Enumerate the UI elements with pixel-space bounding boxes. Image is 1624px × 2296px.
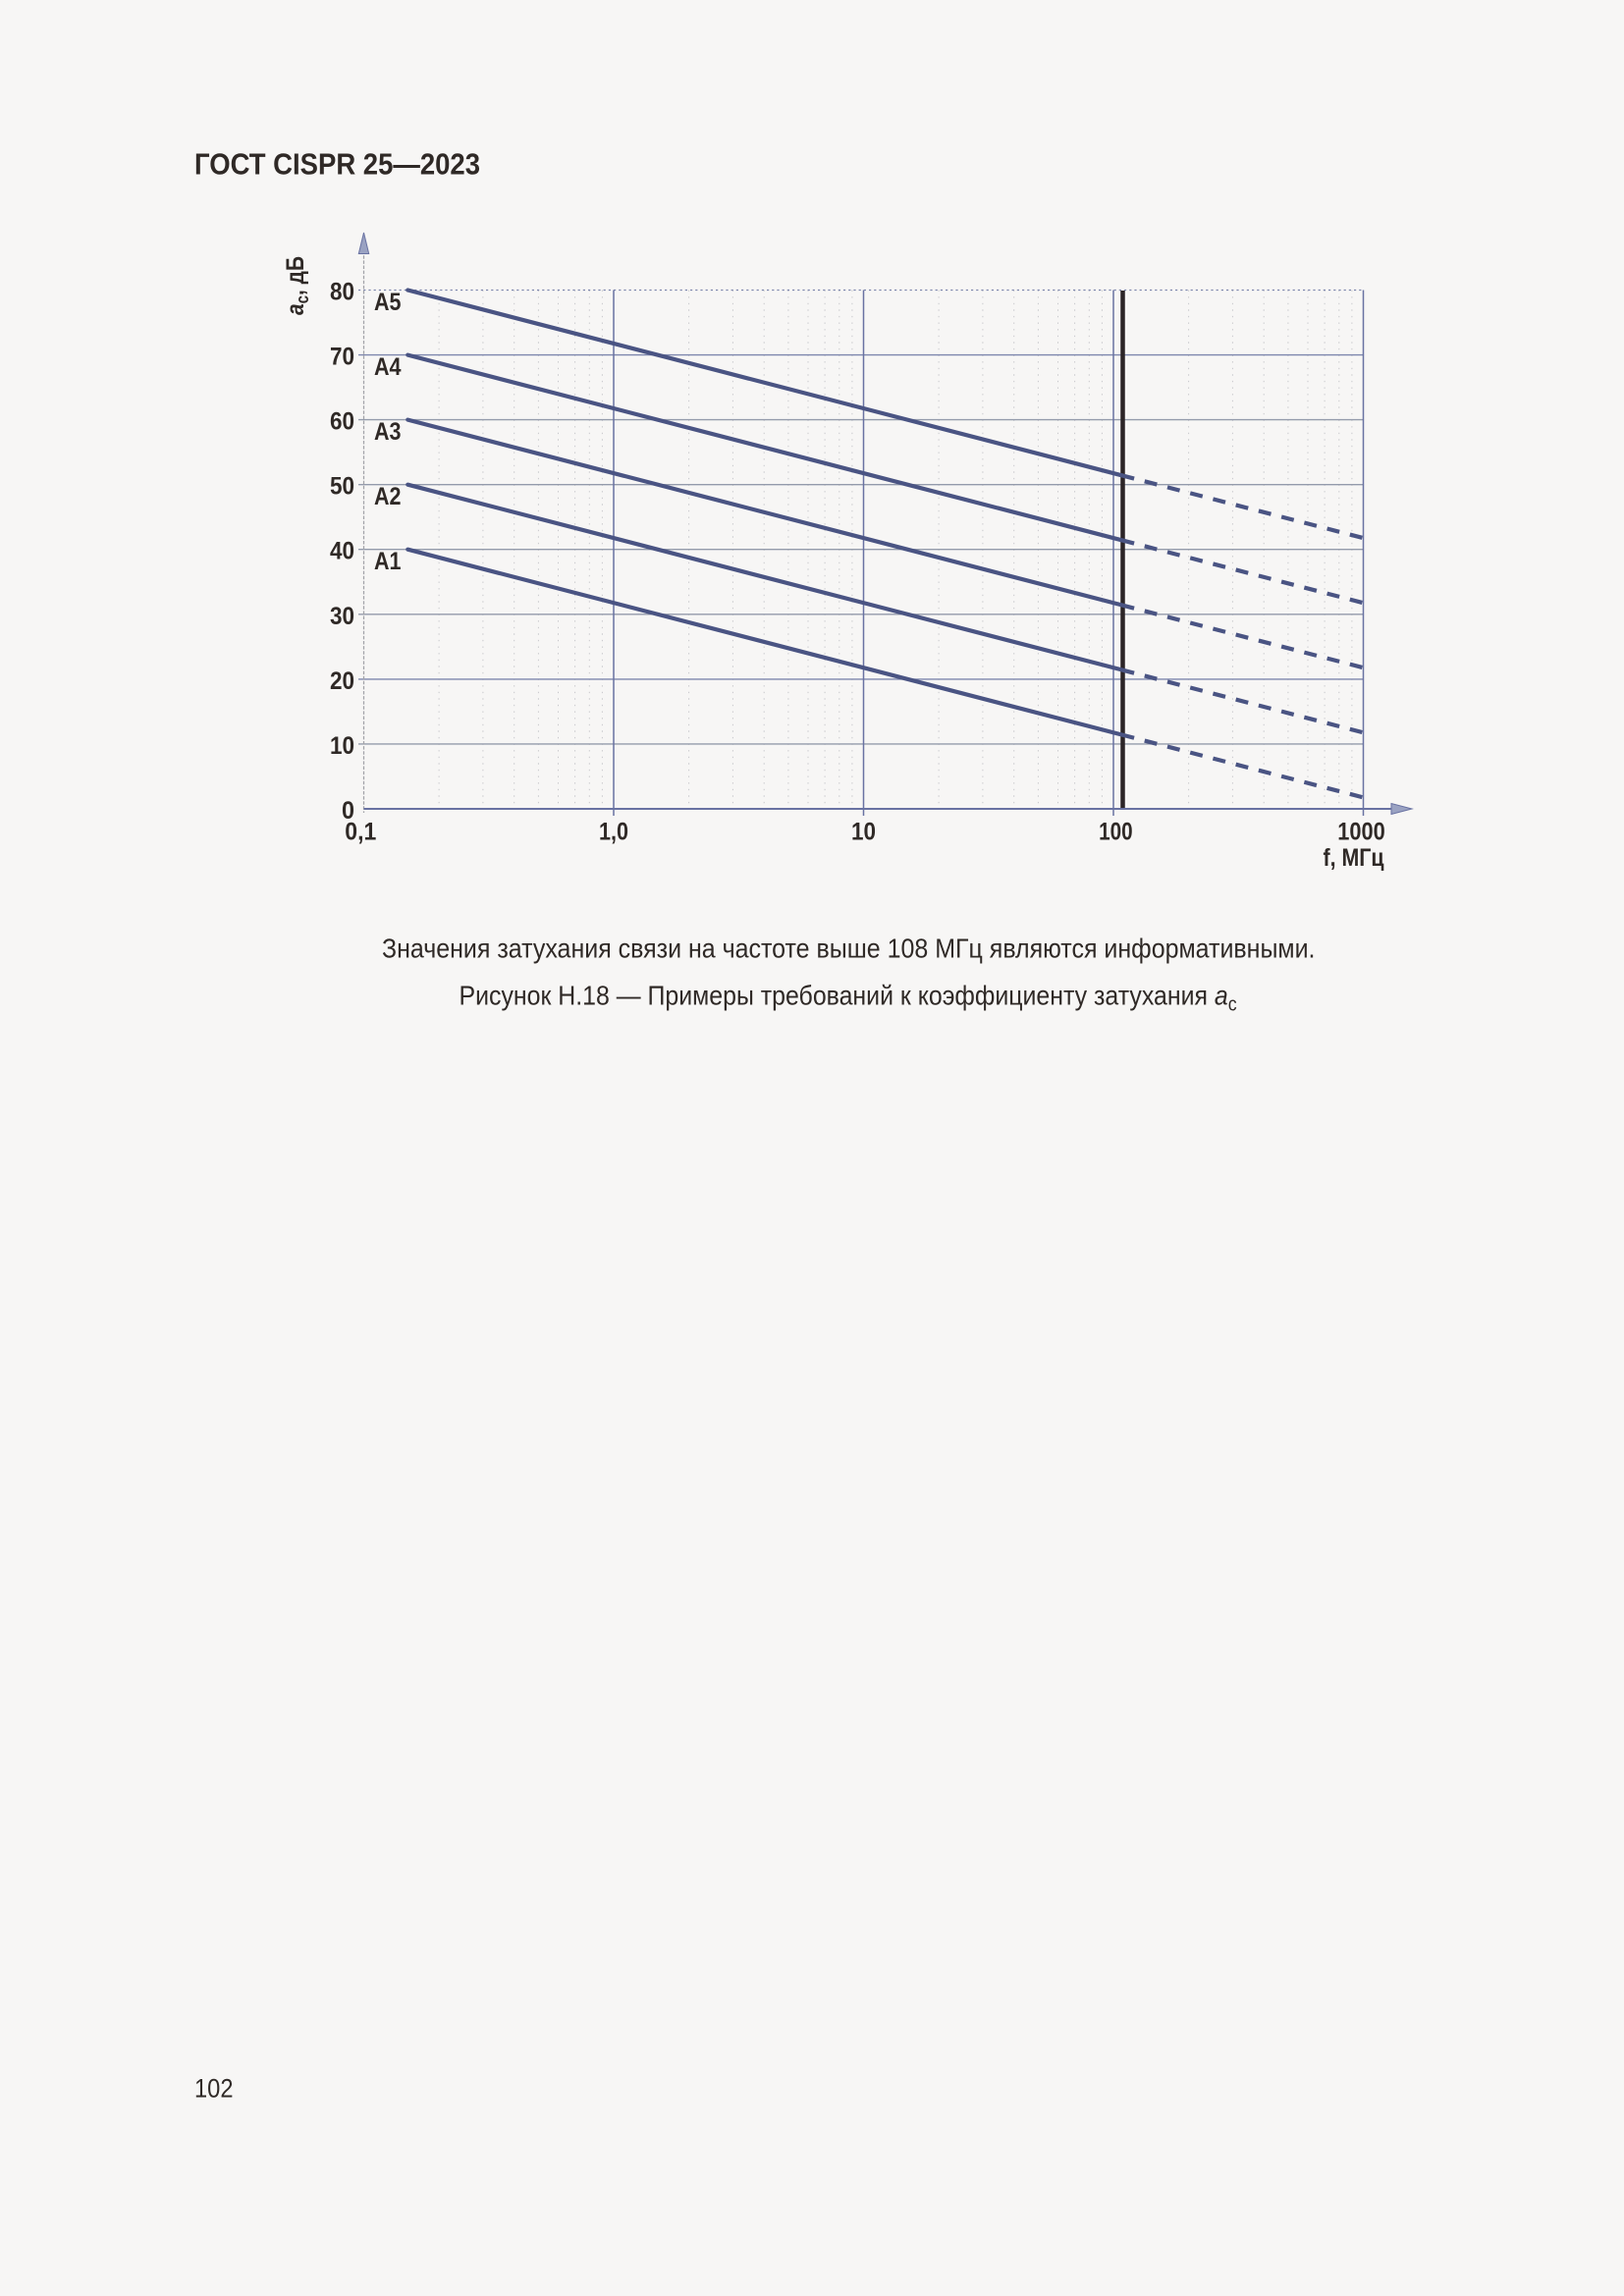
svg-text:Рисунок Н.18 — Примеры требова: Рисунок Н.18 — Примеры требований к коэф… <box>460 980 1237 1016</box>
svg-text:A2: A2 <box>374 483 402 510</box>
svg-text:10: 10 <box>851 819 876 846</box>
svg-text:A4: A4 <box>374 353 402 381</box>
svg-text:ac, дБ: ac, дБ <box>282 256 312 315</box>
svg-text:A5: A5 <box>374 289 402 316</box>
svg-text:10: 10 <box>330 732 354 760</box>
svg-text:0,1: 0,1 <box>345 819 376 846</box>
svg-text:102: 102 <box>194 2074 234 2104</box>
svg-text:0: 0 <box>342 797 354 825</box>
svg-text:60: 60 <box>330 408 354 436</box>
svg-text:1,0: 1,0 <box>599 819 628 846</box>
svg-text:50: 50 <box>330 473 354 501</box>
svg-text:f, МГц: f, МГц <box>1324 844 1385 872</box>
svg-text:30: 30 <box>330 603 354 630</box>
svg-text:70: 70 <box>330 344 354 371</box>
svg-text:ГОСТ CISPR 25—2023: ГОСТ CISPR 25—2023 <box>194 147 480 182</box>
svg-text:100: 100 <box>1099 819 1133 846</box>
svg-text:A1: A1 <box>374 548 402 575</box>
svg-text:20: 20 <box>330 667 354 695</box>
svg-text:40: 40 <box>330 538 354 565</box>
svg-text:80: 80 <box>330 278 354 305</box>
svg-text:A3: A3 <box>374 418 402 446</box>
svg-text:Значения затухания связи на ча: Значения затухания связи на частоте выше… <box>382 934 1316 964</box>
svg-text:1000: 1000 <box>1337 819 1385 846</box>
